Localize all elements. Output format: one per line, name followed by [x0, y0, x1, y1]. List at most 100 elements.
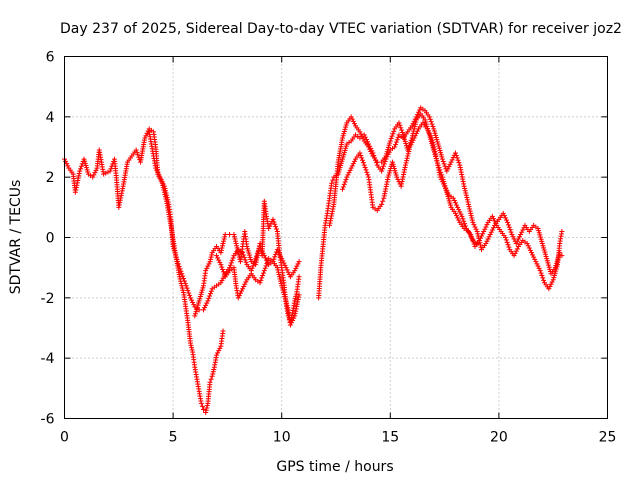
data-point [465, 228, 471, 234]
data-point [236, 293, 242, 299]
data-point [430, 123, 436, 129]
data-point [380, 163, 386, 169]
data-point [214, 253, 220, 259]
data-point [292, 268, 298, 274]
data-point [514, 238, 520, 244]
data-point [505, 219, 511, 225]
data-point [105, 169, 111, 175]
data-point [293, 293, 299, 299]
data-point [410, 130, 416, 136]
data-point [399, 130, 405, 136]
data-point [537, 268, 543, 274]
data-point [189, 347, 195, 353]
data-point [243, 259, 249, 265]
data-point [209, 252, 215, 258]
data-point [91, 172, 97, 178]
data-point [465, 199, 471, 205]
data-point [221, 236, 227, 242]
data-point [559, 228, 565, 234]
data-point [408, 137, 414, 143]
data-point [181, 276, 187, 282]
data-point [452, 210, 458, 216]
data-point [467, 231, 473, 237]
data-point [284, 300, 290, 306]
data-point [548, 281, 554, 287]
data-point [216, 348, 222, 354]
data-point [374, 159, 380, 165]
grid-lines [64, 56, 608, 419]
data-point [222, 234, 228, 240]
data-point [532, 256, 538, 262]
data-point [153, 165, 159, 171]
data-point [190, 299, 196, 305]
data-point [504, 217, 510, 223]
data-point [177, 274, 183, 280]
data-point [162, 188, 168, 194]
data-point [429, 121, 435, 127]
data-point [426, 114, 432, 120]
data-point [481, 228, 487, 234]
data-point [133, 147, 139, 153]
data-point [459, 213, 465, 219]
data-point [159, 179, 165, 185]
data-point [292, 298, 298, 304]
data-point [525, 243, 531, 249]
data-point [511, 253, 517, 259]
data-point [505, 222, 511, 228]
data-point [186, 290, 192, 296]
data-point [412, 116, 418, 122]
data-point [206, 261, 212, 267]
data-point [477, 235, 483, 241]
data-point [501, 213, 507, 219]
data-point [158, 176, 164, 182]
data-point [362, 165, 368, 171]
data-point [191, 302, 197, 308]
data-point [232, 236, 238, 242]
data-point [409, 123, 415, 129]
data-point [260, 270, 266, 276]
data-point [512, 250, 518, 256]
data-point [287, 322, 293, 328]
data-point [178, 268, 184, 274]
data-point [340, 184, 346, 190]
data-point [209, 373, 215, 379]
data-point [273, 226, 279, 232]
data-point [502, 215, 508, 221]
data-point [207, 293, 213, 299]
data-point [390, 131, 396, 137]
data-point [203, 268, 209, 274]
data-point [474, 241, 480, 247]
data-point [161, 183, 167, 189]
data-point [389, 133, 395, 139]
data-point [293, 265, 299, 271]
data-point [275, 267, 281, 273]
data-point [406, 145, 412, 151]
data-point [468, 233, 474, 239]
data-point [490, 225, 496, 231]
data-point [278, 278, 284, 284]
data-point [63, 158, 69, 164]
data-point [451, 198, 457, 204]
data-point [179, 285, 185, 291]
data-point [484, 238, 490, 244]
data-point [508, 229, 514, 235]
data-point [249, 265, 255, 271]
data-point [180, 287, 186, 293]
data-point [235, 295, 241, 301]
data-point [242, 281, 248, 287]
data-point [101, 171, 107, 177]
data-point [467, 206, 473, 212]
data-point [180, 290, 186, 296]
data-point [220, 241, 226, 247]
data-point [198, 400, 204, 406]
data-point [379, 201, 385, 207]
data-point [163, 190, 169, 196]
data-point [437, 167, 443, 173]
data-point [208, 254, 214, 260]
data-point [449, 157, 455, 163]
data-point [472, 224, 478, 230]
data-point [479, 233, 485, 239]
data-point [219, 277, 225, 283]
data-point [342, 179, 348, 185]
data-point [407, 140, 413, 146]
